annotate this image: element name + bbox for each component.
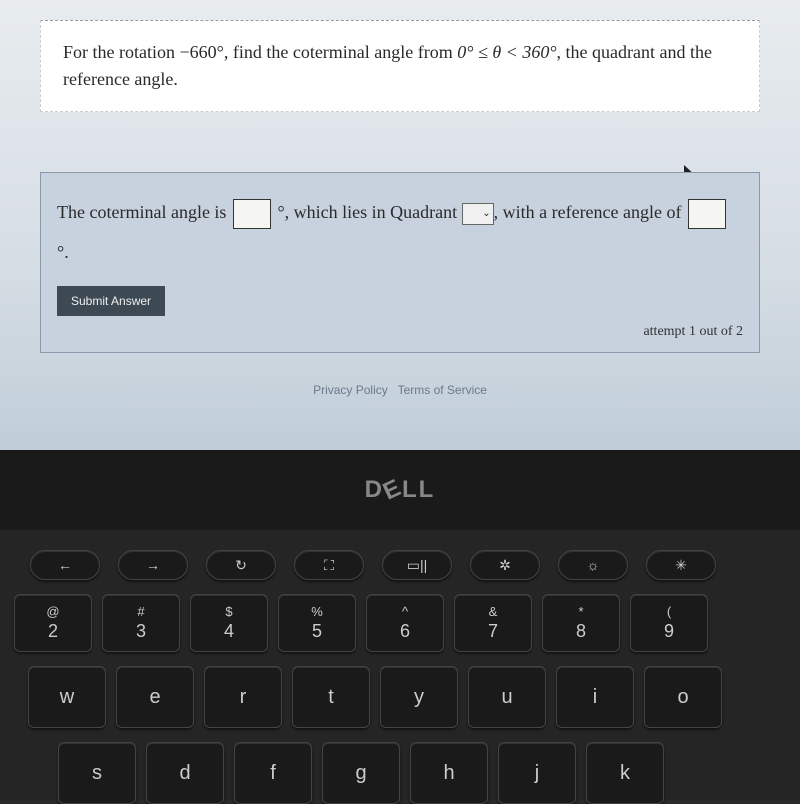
letter-key-r: r xyxy=(204,666,282,728)
coterminal-angle-input[interactable] xyxy=(233,199,271,229)
function-key-row: ← → ↻ ⛶ ▭|| ✲ ☼ ✳ xyxy=(10,550,790,580)
fn-key: ← xyxy=(30,550,100,580)
num-key-8: *8 xyxy=(542,594,620,652)
ans-text-4: °. xyxy=(57,242,69,262)
fn-key: ↻ xyxy=(206,550,276,580)
attempt-counter: attempt 1 out of 2 xyxy=(57,324,743,340)
letter-row-1: wertyuio xyxy=(10,666,790,728)
letter-key-o: o xyxy=(644,666,722,728)
fn-key: → xyxy=(118,550,188,580)
num-key-9: (9 xyxy=(630,594,708,652)
num-key-2: @2 xyxy=(14,594,92,652)
terms-of-service-link[interactable]: Terms of Service xyxy=(398,383,487,397)
letter-key-e: e xyxy=(116,666,194,728)
dell-logo: DELL xyxy=(365,476,436,504)
number-key-row: @2#3$4%5^6&7*8(9 xyxy=(10,594,790,652)
q-text-2: , find the coterminal angle from xyxy=(224,42,457,62)
question-text: For the rotation −660°, find the cotermi… xyxy=(63,39,737,93)
letter-key-y: y xyxy=(380,666,458,728)
letter-key-k: k xyxy=(586,742,664,804)
num-key-7: &7 xyxy=(454,594,532,652)
letter-key-w: w xyxy=(28,666,106,728)
letter-key-t: t xyxy=(292,666,370,728)
num-key-4: $4 xyxy=(190,594,268,652)
q-range: 0° ≤ θ < 360° xyxy=(457,42,556,62)
laptop-bezel: DELL xyxy=(0,450,800,530)
letter-key-j: j xyxy=(498,742,576,804)
footer-links: Privacy Policy Terms of Service xyxy=(40,383,760,397)
num-key-5: %5 xyxy=(278,594,356,652)
num-key-6: ^6 xyxy=(366,594,444,652)
keyboard: ←→↻⛶▭||✲☼✳ @2#3$4%5^6&7*8(9 wertyuio sdf… xyxy=(0,530,800,800)
submit-answer-button[interactable]: Submit Answer xyxy=(57,286,165,316)
letter-key-u: u xyxy=(468,666,546,728)
q-rotation-value: −660° xyxy=(179,42,223,62)
question-container: For the rotation −660°, find the cotermi… xyxy=(40,20,760,112)
ans-text-3: , with a reference angle of xyxy=(494,202,686,222)
fn-key: ▭|| xyxy=(382,550,452,580)
fn-key: ✳ xyxy=(646,550,716,580)
letter-key-s: s xyxy=(58,742,136,804)
privacy-policy-link[interactable]: Privacy Policy xyxy=(313,383,388,397)
letter-key-d: d xyxy=(146,742,224,804)
q-text-1: For the rotation xyxy=(63,42,179,62)
fn-key: ✲ xyxy=(470,550,540,580)
letter-key-i: i xyxy=(556,666,634,728)
ans-text-1: The coterminal angle is xyxy=(57,202,231,222)
letter-row-2: sdfghjk xyxy=(10,742,790,804)
letter-key-g: g xyxy=(322,742,400,804)
ans-text-2: °, which lies in Quadrant xyxy=(277,202,461,222)
answer-line: The coterminal angle is °, which lies in… xyxy=(57,193,743,272)
letter-key-f: f xyxy=(234,742,312,804)
reference-angle-input[interactable] xyxy=(688,199,726,229)
quadrant-select[interactable]: ⌄ xyxy=(462,203,494,225)
fn-key: ⛶ xyxy=(294,550,364,580)
num-key-3: #3 xyxy=(102,594,180,652)
screen-area: For the rotation −660°, find the cotermi… xyxy=(0,0,800,450)
letter-key-h: h xyxy=(410,742,488,804)
fn-key: ☼ xyxy=(558,550,628,580)
answer-box: The coterminal angle is °, which lies in… xyxy=(40,172,760,353)
